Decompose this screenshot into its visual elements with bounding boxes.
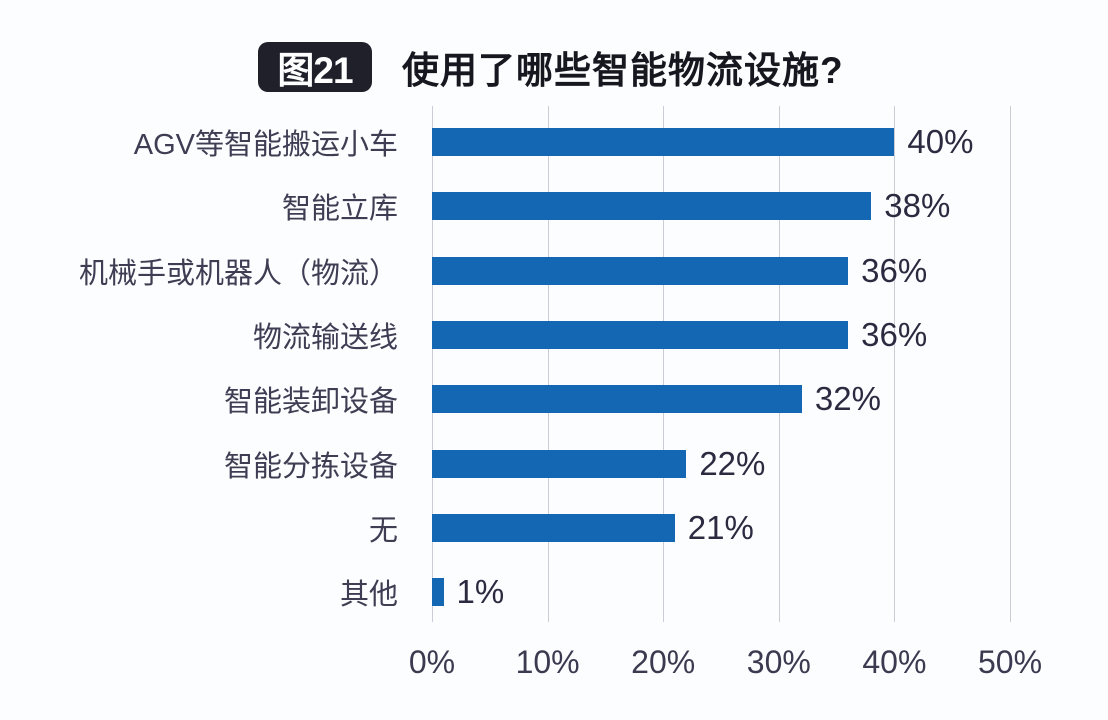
category-label: 无 [368, 514, 398, 547]
x-axis-tick-label: 30% [746, 644, 811, 680]
gridline-20% [663, 106, 665, 622]
x-axis-tick-label: 50% [977, 644, 1043, 680]
gridline-50% [1010, 106, 1011, 622]
category-label: 智能装卸设备 [223, 386, 398, 419]
bar [432, 256, 849, 285]
category-label: 智能分拣设备 [223, 450, 398, 483]
value-label: 40% [907, 123, 974, 161]
x-axis-tick-label: 10% [515, 644, 580, 680]
value-label: 21% [687, 508, 754, 546]
figure-number-badge: 图21 [258, 42, 372, 92]
gridline-10% [547, 106, 549, 622]
gridline-40% [894, 106, 896, 622]
gridline-0% [432, 106, 433, 622]
gridline-30% [778, 106, 780, 622]
bar [432, 513, 675, 542]
bar [432, 578, 444, 607]
bar [432, 449, 687, 478]
category-label: 机械手或机器人（物流） [78, 257, 398, 290]
bar [432, 385, 802, 414]
value-label: 1% [456, 573, 505, 611]
value-label: 36% [861, 316, 928, 354]
value-label: 22% [699, 444, 766, 482]
value-label: 32% [814, 380, 881, 418]
value-label: 36% [861, 251, 928, 289]
x-axis-tick-label: 40% [862, 644, 927, 680]
category-label: 物流输送线 [252, 322, 398, 355]
x-axis-tick-label: 0% [408, 644, 456, 680]
bar [432, 321, 849, 350]
bar [432, 128, 895, 157]
category-label: 其他 [339, 579, 398, 612]
category-label: 智能立库 [281, 193, 398, 226]
category-label: AGV等智能搬运小车 [133, 129, 398, 162]
chart-title-row: 图21 使用了哪些智能物流设施? [258, 40, 844, 94]
value-label: 38% [884, 187, 951, 225]
bar [432, 192, 872, 221]
chart-title: 使用了哪些智能物流设施? [402, 50, 844, 91]
x-axis-tick-label: 20% [631, 644, 696, 680]
